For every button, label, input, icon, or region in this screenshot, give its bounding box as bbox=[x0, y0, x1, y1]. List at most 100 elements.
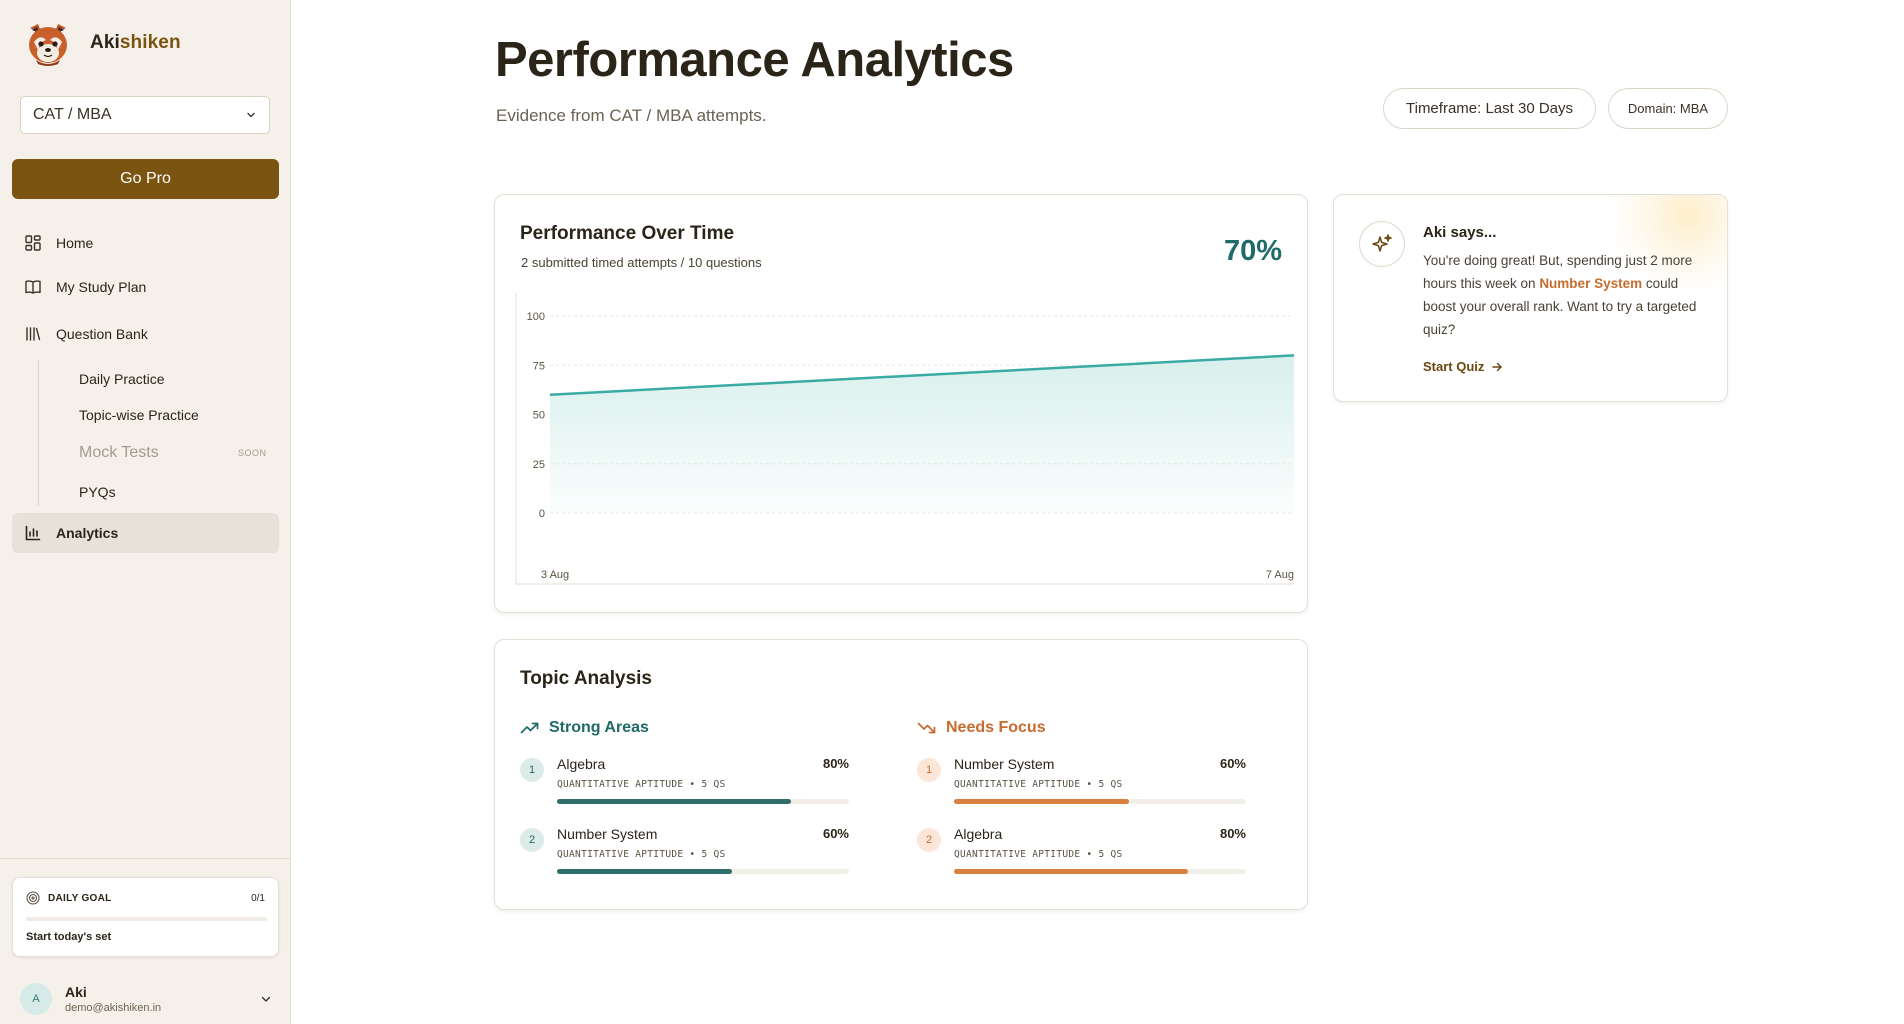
timeframe-filter[interactable]: Timeframe: Last 30 Days bbox=[1383, 88, 1596, 129]
performance-chart: 0 25 50 75 100 3 Aug 7 Aug bbox=[515, 293, 1295, 585]
y-tick-label: 100 bbox=[527, 311, 545, 323]
topic-analysis-card: Topic Analysis Strong Areas 1 Algebra 80… bbox=[494, 639, 1308, 910]
daily-goal-progress bbox=[26, 917, 267, 921]
topic-meta: QUANTITATIVE APTITUDE • 5 QS bbox=[954, 779, 1123, 790]
sidebar-item-label: Analytics bbox=[56, 525, 119, 541]
y-tick-label: 0 bbox=[539, 508, 545, 520]
y-tick-label: 75 bbox=[533, 360, 545, 372]
needs-focus-heading: Needs Focus bbox=[917, 718, 1246, 738]
series-line bbox=[549, 354, 1295, 397]
user-menu[interactable]: A Aki demo@akishiken.in bbox=[20, 981, 275, 1017]
list-item: 2 Number System 60% QUANTITATIVE APTITUD… bbox=[520, 826, 849, 878]
aki-avatar bbox=[1359, 221, 1405, 267]
sidebar-divider bbox=[0, 858, 291, 859]
topic-name: Number System bbox=[557, 826, 658, 842]
start-quiz-button[interactable]: Start Quiz bbox=[1423, 359, 1503, 374]
topic-name: Number System bbox=[954, 756, 1055, 772]
aki-message-part-1: You're doing great! But, spending just 2… bbox=[1423, 253, 1693, 291]
daily-goal-count: 0/1 bbox=[251, 893, 265, 904]
sidebar: Akishiken CAT / MBA Go Pro Home My Study… bbox=[0, 0, 291, 1024]
topic-name: Algebra bbox=[954, 826, 1003, 842]
topic-percent: 60% bbox=[822, 826, 849, 841]
list-item: 1 Number System 60% QUANTITATIVE APTITUD… bbox=[917, 756, 1246, 808]
performance-subtitle: 2 submitted timed attempts / 10 question… bbox=[521, 255, 762, 270]
needs-focus-column: Needs Focus 1 Number System 60% QUANTITA… bbox=[917, 718, 1246, 874]
x-tick-label: 7 Aug bbox=[1266, 569, 1294, 581]
topic-progress bbox=[557, 799, 849, 804]
topic-meta: QUANTITATIVE APTITUDE • 5 QS bbox=[557, 849, 726, 860]
topic-rank: 2 bbox=[520, 828, 544, 852]
topic-progress-fill bbox=[954, 799, 1130, 804]
trending-down-icon bbox=[917, 722, 936, 734]
topic-meta: QUANTITATIVE APTITUDE • 5 QS bbox=[557, 779, 726, 790]
start-today-set-link[interactable]: Start today's set bbox=[26, 931, 112, 943]
aki-message: You're doing great! But, spending just 2… bbox=[1423, 249, 1713, 341]
performance-card: Performance Over Time 2 submitted timed … bbox=[494, 194, 1308, 613]
aki-says-card: Aki says... You're doing great! But, spe… bbox=[1333, 194, 1728, 402]
avatar: A bbox=[20, 983, 52, 1015]
sidebar-item-pyqs[interactable]: PYQs bbox=[79, 484, 116, 500]
topic-progress-fill bbox=[954, 869, 1188, 874]
sidebar-item-study-plan[interactable]: My Study Plan bbox=[12, 267, 279, 307]
topic-progress bbox=[954, 869, 1246, 874]
area-fill bbox=[550, 355, 1294, 513]
domain-select-value: CAT / MBA bbox=[33, 106, 112, 123]
book-icon bbox=[25, 280, 41, 294]
strong-areas-column: Strong Areas 1 Algebra 80% QUANTITATIVE … bbox=[520, 718, 849, 874]
needs-focus-label: Needs Focus bbox=[946, 719, 1046, 736]
sidebar-item-mock-tests: Mock Tests bbox=[79, 444, 159, 461]
aki-message-part-2: could boost your overall rank. Want to t… bbox=[1423, 276, 1697, 337]
topic-progress bbox=[557, 869, 849, 874]
topic-analysis-title: Topic Analysis bbox=[520, 668, 652, 689]
domain-filter[interactable]: Domain: MBA bbox=[1608, 88, 1728, 129]
arrow-right-icon bbox=[1492, 362, 1503, 371]
sidebar-item-label: Home bbox=[56, 235, 94, 251]
target-icon bbox=[26, 891, 40, 905]
chevron-down-icon bbox=[247, 112, 255, 118]
topic-progress-fill bbox=[557, 869, 733, 874]
sidebar-item-analytics[interactable]: Analytics bbox=[12, 513, 279, 553]
topic-name: Algebra bbox=[557, 756, 606, 772]
trending-up-icon bbox=[520, 722, 539, 734]
daily-goal-title: DAILY GOAL bbox=[48, 893, 112, 904]
y-tick-label: 25 bbox=[533, 459, 545, 471]
daily-goal-card: DAILY GOAL 0/1 Start today's set bbox=[12, 877, 279, 957]
sparkles-icon bbox=[1372, 234, 1392, 252]
go-pro-button[interactable]: Go Pro bbox=[12, 159, 279, 199]
list-item: 1 Algebra 80% QUANTITATIVE APTITUDE • 5 … bbox=[520, 756, 849, 808]
user-name: Aki bbox=[65, 984, 87, 1000]
y-tick-label: 50 bbox=[533, 410, 545, 422]
page-subtitle: Evidence from CAT / MBA attempts. bbox=[496, 106, 767, 125]
bar-chart-icon bbox=[25, 525, 41, 541]
domain-select[interactable]: CAT / MBA bbox=[20, 96, 270, 134]
topic-rank: 1 bbox=[520, 758, 544, 782]
topic-percent: 80% bbox=[822, 756, 849, 771]
topic-progress-fill bbox=[557, 799, 791, 804]
performance-title: Performance Over Time bbox=[520, 223, 735, 244]
x-tick-label: 3 Aug bbox=[541, 569, 569, 581]
sidebar-item-home[interactable]: Home bbox=[12, 223, 279, 263]
sidebar-item-daily-practice[interactable]: Daily Practice bbox=[79, 371, 165, 387]
sidebar-item-question-bank[interactable]: Question Bank bbox=[12, 314, 279, 354]
aki-title: Aki says... bbox=[1423, 224, 1497, 241]
topic-rank: 1 bbox=[917, 758, 941, 782]
page-title: Performance Analytics bbox=[495, 33, 1014, 87]
user-email: demo@akishiken.in bbox=[65, 1002, 162, 1014]
brand-name-primary: Aki bbox=[90, 32, 120, 53]
sidebar-item-topic-practice[interactable]: Topic-wise Practice bbox=[79, 407, 199, 423]
performance-score: 70% bbox=[1223, 235, 1282, 267]
soon-badge: SOON bbox=[238, 448, 267, 458]
brand-name: Akishiken bbox=[90, 32, 181, 54]
brand[interactable]: Akishiken bbox=[26, 20, 181, 66]
aki-message-highlight: Number System bbox=[1539, 276, 1643, 291]
topic-meta: QUANTITATIVE APTITUDE • 5 QS bbox=[954, 849, 1123, 860]
user-info: Aki demo@akishiken.in bbox=[65, 984, 161, 1014]
strong-areas-heading: Strong Areas bbox=[520, 718, 849, 738]
topic-percent: 60% bbox=[1219, 756, 1246, 771]
sidebar-item-label: My Study Plan bbox=[56, 279, 147, 295]
red-panda-logo bbox=[29, 24, 67, 66]
nav-sub-divider bbox=[38, 360, 39, 506]
topic-rank: 2 bbox=[917, 828, 941, 852]
library-icon bbox=[26, 327, 41, 341]
strong-areas-label: Strong Areas bbox=[549, 719, 649, 736]
